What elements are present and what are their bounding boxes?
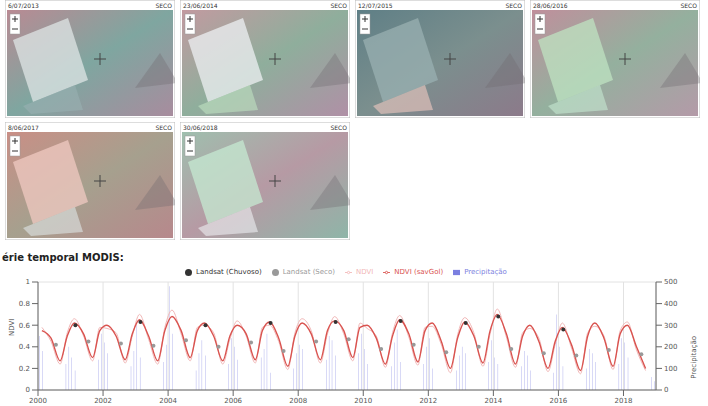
svg-text:0.4: 0.4 <box>19 343 31 351</box>
svg-text:100: 100 <box>664 365 677 373</box>
svg-text:2000: 2000 <box>29 397 47 405</box>
svg-text:2012: 2012 <box>419 397 437 405</box>
svg-text:SECO: SECO <box>330 124 347 131</box>
html-text:Landsat (Seco): Landsat (Seco) <box>282 268 335 276</box>
svg-text:6/07/2013: 6/07/2013 <box>8 2 39 9</box>
svg-text:200: 200 <box>664 343 677 351</box>
svg-text:1: 1 <box>26 278 30 286</box>
svg-text:8/06/2017: 8/06/2017 <box>8 124 39 131</box>
svg-text:23/06/2014: 23/06/2014 <box>183 2 218 9</box>
svg-text:2008: 2008 <box>289 397 307 405</box>
svg-text:300: 300 <box>664 322 677 330</box>
svg-text:SECO: SECO <box>155 2 172 9</box>
svg-text:SECO: SECO <box>505 2 522 9</box>
svg-text:2018: 2018 <box>615 397 633 405</box>
svg-text:2004: 2004 <box>159 397 177 405</box>
html-text:Precipitação: Precipitação <box>464 268 507 276</box>
html-text:NDVI (savGol): NDVI (savGol) <box>394 268 444 276</box>
svg-text:2006: 2006 <box>224 397 242 405</box>
svg-text:Precipitação: Precipitação <box>690 336 698 379</box>
svg-text:SECO: SECO <box>680 2 697 9</box>
svg-text:0.2: 0.2 <box>19 365 30 373</box>
svg-text:500: 500 <box>664 278 677 286</box>
svg-text:SECO: SECO <box>330 2 347 9</box>
svg-text:30/06/2018: 30/06/2018 <box>183 124 218 131</box>
svg-text:2002: 2002 <box>94 397 112 405</box>
svg-text:28/06/2016: 28/06/2016 <box>533 2 568 9</box>
svg-text:SECO: SECO <box>155 124 172 131</box>
svg-text:NDVI: NDVI <box>8 319 16 336</box>
svg-text:400: 400 <box>664 300 677 308</box>
svg-text:12/07/2015: 12/07/2015 <box>358 2 393 9</box>
svg-text:2014: 2014 <box>484 397 502 405</box>
svg-text:2016: 2016 <box>550 397 568 405</box>
svg-text:0.8: 0.8 <box>19 300 30 308</box>
html-text:érie temporal MODIS:: érie temporal MODIS: <box>2 252 124 263</box>
svg-text:0.6: 0.6 <box>19 322 31 330</box>
svg-text:0: 0 <box>26 386 30 394</box>
html-text:Landsat (Chuvoso): Landsat (Chuvoso) <box>196 268 262 276</box>
svg-text:0: 0 <box>664 386 668 394</box>
html-text:NDVI: NDVI <box>356 268 374 276</box>
svg-text:2010: 2010 <box>354 397 372 405</box>
